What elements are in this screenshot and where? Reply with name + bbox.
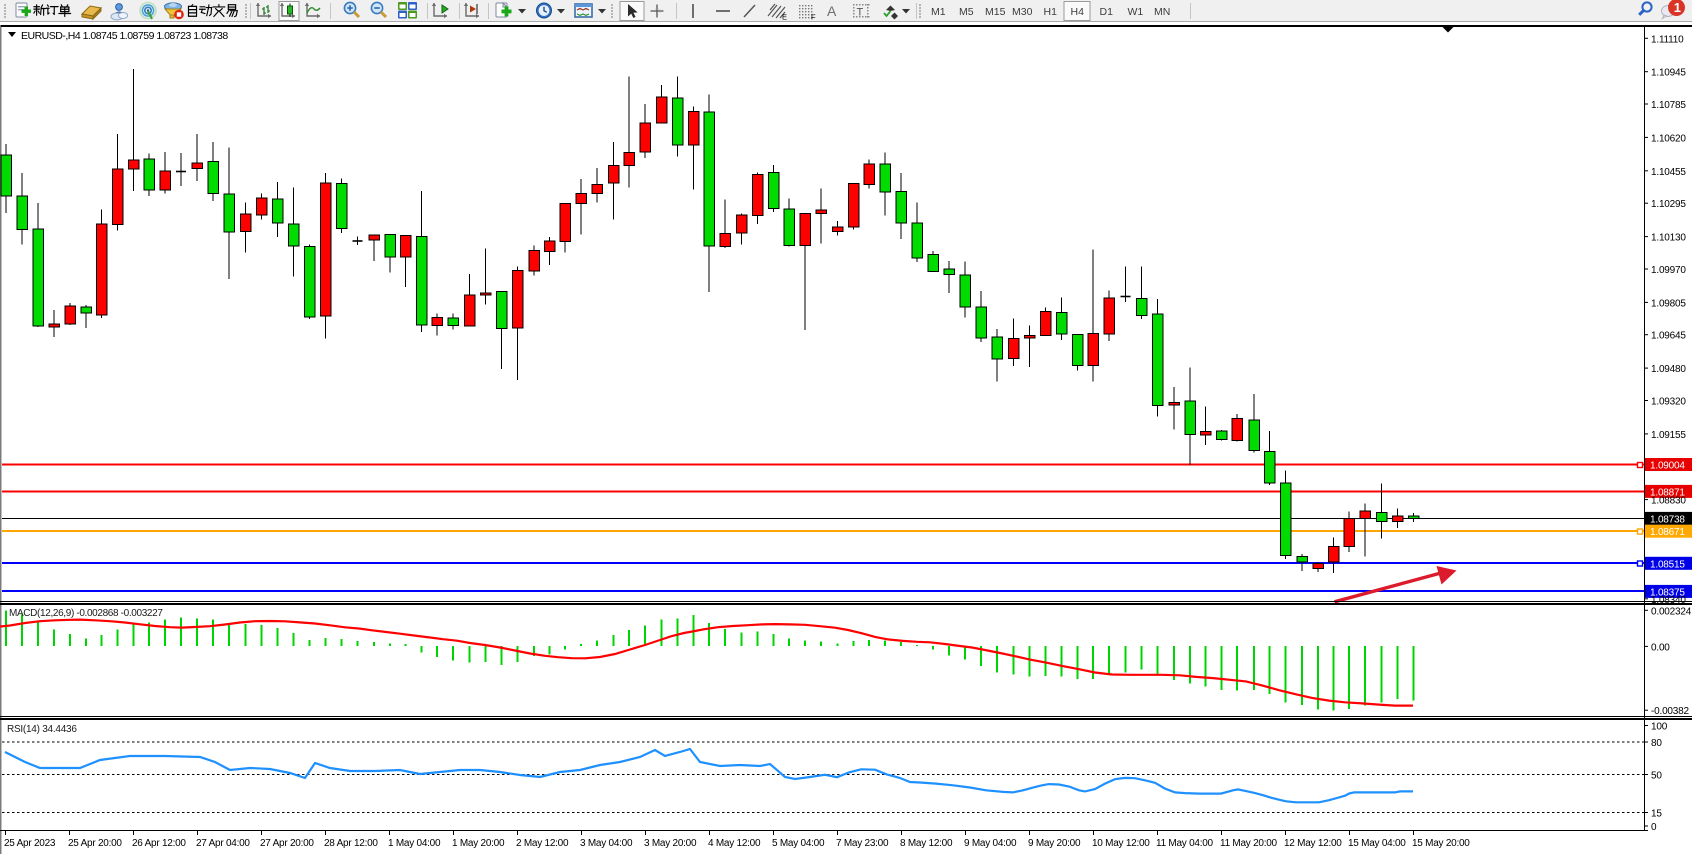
svg-text:1.09970: 1.09970 (1651, 265, 1686, 276)
svg-text:1.09004: 1.09004 (1650, 461, 1685, 472)
svg-text:1.10945: 1.10945 (1651, 68, 1686, 79)
svg-text:W1: W1 (1128, 6, 1144, 18)
svg-text:26 Apr 12:00: 26 Apr 12:00 (132, 838, 186, 849)
svg-text:D1: D1 (1100, 6, 1114, 18)
svg-text:E: E (782, 13, 787, 22)
svg-text:0: 0 (1651, 822, 1657, 833)
svg-text:1 May 20:00: 1 May 20:00 (452, 838, 505, 849)
svg-text:12 May 12:00: 12 May 12:00 (1284, 838, 1342, 849)
svg-text:7 May 23:00: 7 May 23:00 (836, 838, 889, 849)
svg-text:1.10785: 1.10785 (1651, 100, 1686, 111)
svg-text:1.08671: 1.08671 (1650, 527, 1685, 538)
svg-text:M30: M30 (1012, 6, 1033, 18)
svg-text:3 May 04:00: 3 May 04:00 (580, 838, 633, 849)
svg-text:15 May 20:00: 15 May 20:00 (1412, 838, 1470, 849)
svg-text:1.10455: 1.10455 (1651, 167, 1686, 178)
svg-text:10 May 12:00: 10 May 12:00 (1092, 838, 1150, 849)
svg-text:1.08375: 1.08375 (1650, 587, 1685, 598)
svg-text:1.10130: 1.10130 (1651, 233, 1686, 244)
svg-text:100: 100 (1651, 722, 1668, 733)
svg-text:1.08738: 1.08738 (1650, 514, 1685, 525)
svg-text:MN: MN (1154, 6, 1170, 18)
svg-text:28 Apr 12:00: 28 Apr 12:00 (324, 838, 378, 849)
svg-text:1.09805: 1.09805 (1651, 298, 1686, 309)
svg-text:9 May 04:00: 9 May 04:00 (964, 838, 1017, 849)
svg-text:1.10295: 1.10295 (1651, 199, 1686, 210)
svg-text:M5: M5 (959, 6, 974, 18)
svg-text:A: A (827, 3, 837, 19)
svg-text:0.002324: 0.002324 (1651, 606, 1692, 617)
svg-text:3 May 20:00: 3 May 20:00 (644, 838, 697, 849)
svg-text:H1: H1 (1044, 6, 1058, 18)
svg-text:1.09155: 1.09155 (1651, 430, 1686, 441)
svg-text:27 Apr 20:00: 27 Apr 20:00 (260, 838, 314, 849)
svg-text:-0.00382: -0.00382 (1651, 706, 1690, 717)
svg-text:25 Apr 2023: 25 Apr 2023 (4, 838, 56, 849)
svg-text:1.09480: 1.09480 (1651, 364, 1686, 375)
svg-text:50: 50 (1651, 771, 1662, 782)
svg-text:8 May 12:00: 8 May 12:00 (900, 838, 953, 849)
svg-text:MACD(12,26,9) -0.002868 -0.003: MACD(12,26,9) -0.002868 -0.003227 (9, 608, 163, 619)
svg-text:15 May 04:00: 15 May 04:00 (1348, 838, 1406, 849)
svg-text:9 May 20:00: 9 May 20:00 (1028, 838, 1081, 849)
svg-text:1.08515: 1.08515 (1650, 559, 1685, 570)
svg-text:5 May 04:00: 5 May 04:00 (772, 838, 825, 849)
svg-text:1.09645: 1.09645 (1651, 331, 1686, 342)
svg-text:1.09320: 1.09320 (1651, 397, 1686, 408)
svg-text:1.08830: 1.08830 (1651, 496, 1686, 507)
svg-text:0.00: 0.00 (1651, 642, 1670, 653)
svg-text:1 May 04:00: 1 May 04:00 (388, 838, 441, 849)
svg-text:1: 1 (1674, 0, 1681, 15)
svg-text:EURUSD-,H4 1.08745 1.08759 1.: EURUSD-,H4 1.08745 1.08759 1.08723 1.087… (21, 30, 228, 42)
svg-text:M15: M15 (985, 6, 1006, 18)
svg-text:15: 15 (1651, 809, 1662, 820)
svg-text:1.10620: 1.10620 (1651, 133, 1686, 144)
svg-text:1.08871: 1.08871 (1650, 487, 1685, 498)
svg-text:25 Apr 20:00: 25 Apr 20:00 (68, 838, 122, 849)
svg-text:1.11110: 1.11110 (1651, 34, 1684, 45)
svg-text:27 Apr 04:00: 27 Apr 04:00 (196, 838, 250, 849)
svg-text:1.08340: 1.08340 (1651, 595, 1686, 606)
svg-text:RSI(14) 34.4436: RSI(14) 34.4436 (7, 724, 77, 735)
svg-text:11 May 20:00: 11 May 20:00 (1220, 838, 1278, 849)
svg-text:4 May 12:00: 4 May 12:00 (708, 838, 761, 849)
svg-text:M1: M1 (931, 6, 946, 18)
svg-text:F: F (811, 13, 816, 22)
svg-text:T: T (857, 7, 864, 19)
svg-text:80: 80 (1651, 738, 1662, 749)
svg-text:2 May 12:00: 2 May 12:00 (516, 838, 569, 849)
svg-text:11 May 04:00: 11 May 04:00 (1156, 838, 1214, 849)
svg-text:H4: H4 (1071, 6, 1085, 18)
